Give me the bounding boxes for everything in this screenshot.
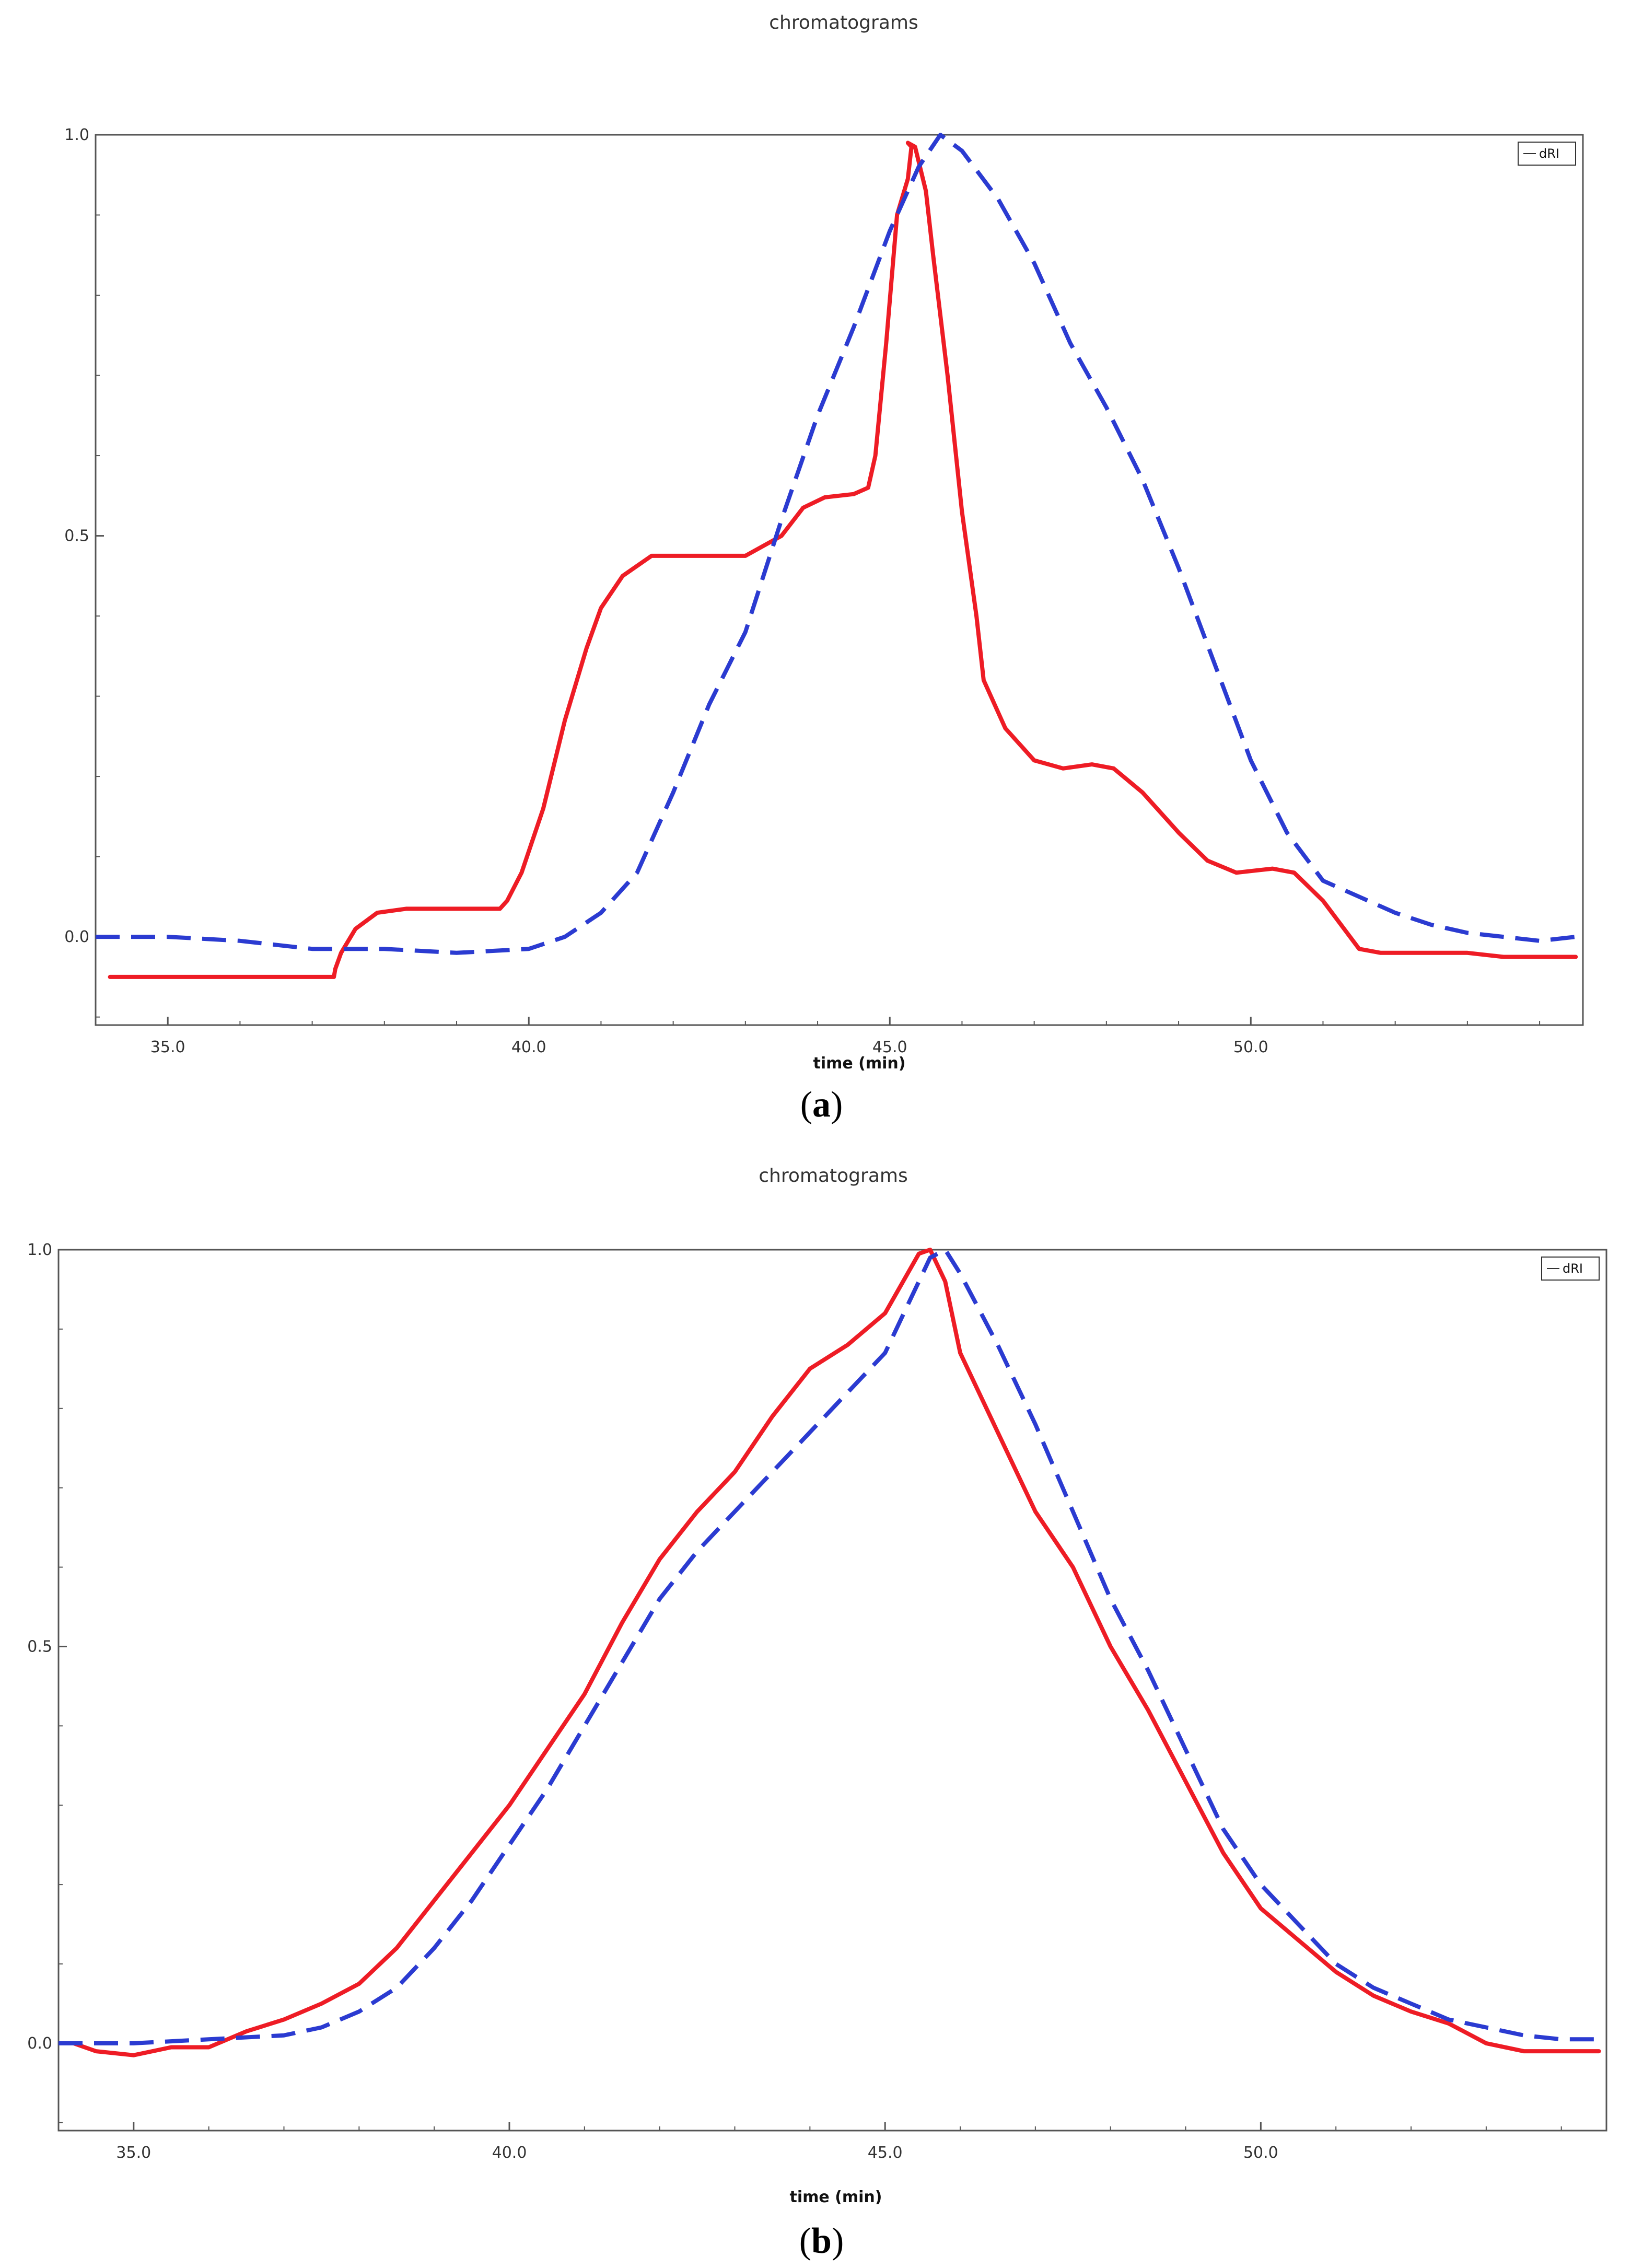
chart-title-a: chromatograms: [769, 12, 918, 33]
series-line-blue-dashed-a: [96, 133, 1576, 955]
chart-title-b: chromatograms: [759, 1165, 907, 1187]
series-line-red-solid-a: [108, 141, 1578, 979]
caption-b: (b): [799, 2221, 844, 2261]
x-tick-label-b: 40.0: [492, 2144, 527, 2162]
caption-a: (a): [800, 1085, 843, 1125]
y-tick-label-a: 1.0: [64, 126, 89, 144]
y-tick-label-a: 0.0: [64, 928, 89, 946]
plot-frame-b: [57, 1249, 1607, 2132]
legend-label-a: dRI: [1539, 146, 1559, 161]
plot-area-a: 0.0 0.5 1.0 35.0 40.0 45.0 50.0 dRI: [64, 126, 1584, 1056]
y-tick-label-b: 0.5: [27, 1637, 52, 1656]
plot-area-b: 0.0 0.5 1.0 35.0 40.0 45.0 50.0 dRI: [27, 1241, 1607, 2162]
caption-label-b: b: [811, 2221, 832, 2261]
x-tick-label-b: 45.0: [868, 2144, 903, 2162]
x-axis-label-a: time (min): [813, 1054, 906, 1073]
legend-label-b: dRI: [1563, 1261, 1583, 1276]
x-tick-label-b: 35.0: [116, 2144, 151, 2162]
chart-panel-b: chromatograms 0.0 0.5 1.0 35.0 40.0 45.0 50.0 d…: [0, 1134, 1643, 2268]
series-line-red-solid-b: [71, 1248, 1601, 2057]
x-tick-label-a: 45.0: [872, 1038, 907, 1056]
x-axis-label-b: time (min): [790, 2188, 882, 2206]
x-tick-label-a: 35.0: [150, 1038, 185, 1056]
plot-frame-a: [95, 134, 1584, 1026]
x-tick-label-b: 50.0: [1243, 2144, 1278, 2162]
y-tick-label-b: 0.0: [27, 2034, 52, 2053]
y-tick-label-a: 0.5: [64, 527, 89, 545]
x-tick-label-a: 50.0: [1233, 1038, 1268, 1056]
series-line-blue-dashed-b: [59, 1248, 1599, 2045]
caption-label-a: a: [812, 1085, 831, 1125]
chart-b: chromatograms 0.0 0.5 1.0 35.0 40.0 45.0 50.0 d…: [27, 1165, 1607, 2206]
chart-panel-a: chromatograms 0.0 0.5 1.0 35.0 40.0 45.0 50.0 d…: [64, 12, 1584, 1125]
chart-a: chromatograms 0.0 0.5 1.0 35.0 40.0 45.0 50.0 d…: [64, 12, 1584, 1073]
x-tick-label-a: 40.0: [511, 1038, 546, 1056]
y-tick-label-b: 1.0: [27, 1241, 52, 1259]
